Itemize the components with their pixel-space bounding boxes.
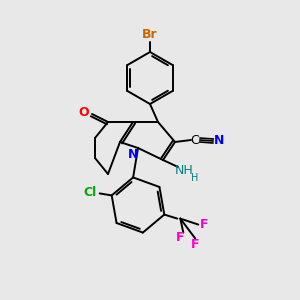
- Text: O: O: [79, 106, 89, 119]
- Text: NH: NH: [175, 164, 194, 178]
- Text: N: N: [128, 148, 138, 161]
- Text: Br: Br: [142, 28, 158, 40]
- Text: F: F: [200, 218, 208, 231]
- Text: C: C: [190, 134, 200, 146]
- Text: F: F: [176, 231, 184, 244]
- Text: F: F: [191, 238, 200, 251]
- Text: N: N: [214, 134, 224, 148]
- Text: H: H: [191, 173, 199, 183]
- Text: Cl: Cl: [83, 186, 96, 199]
